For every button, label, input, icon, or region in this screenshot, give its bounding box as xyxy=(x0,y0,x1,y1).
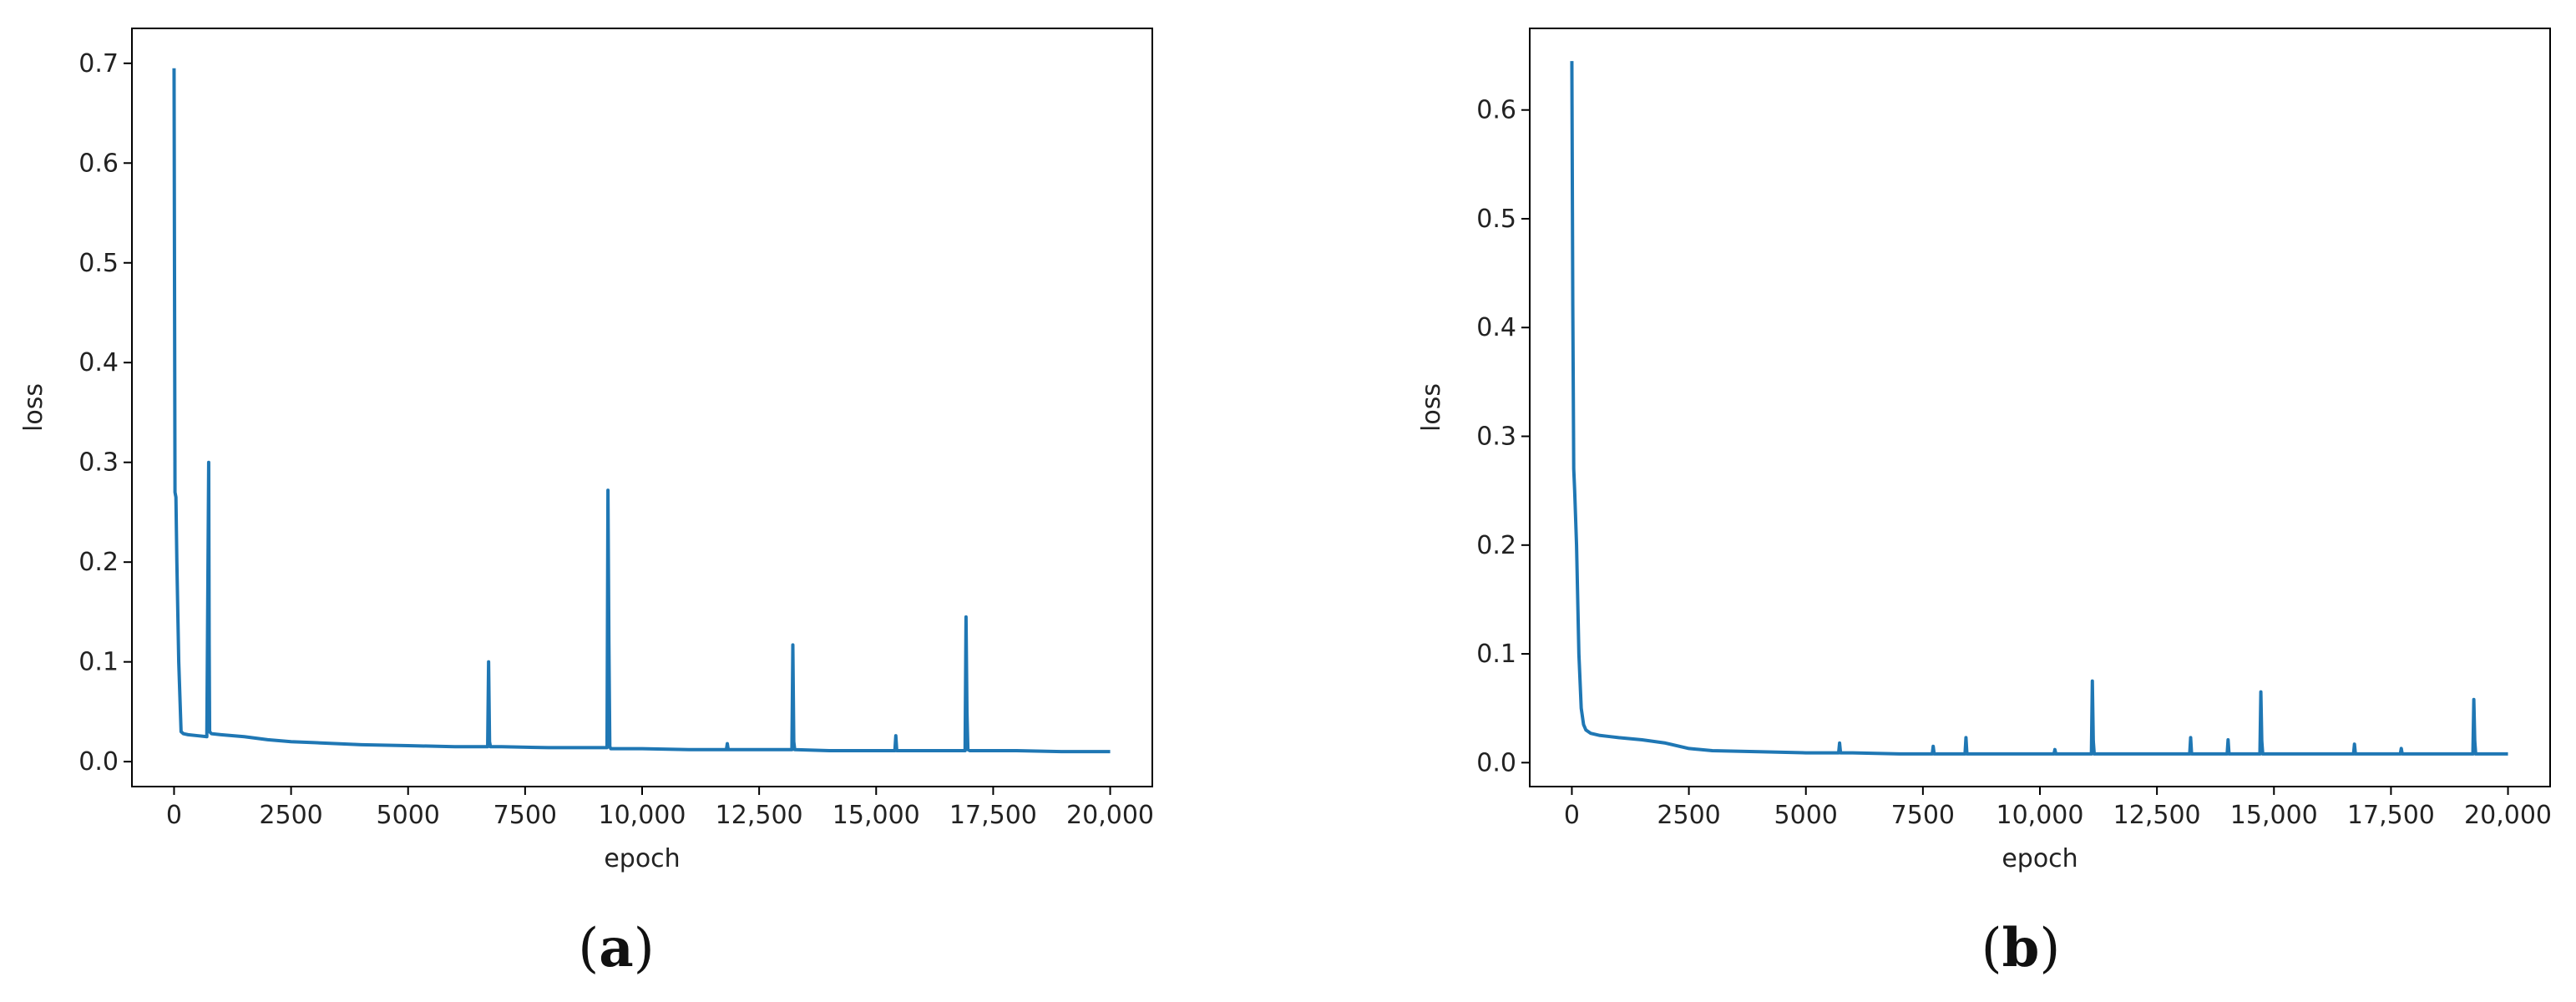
y-tick-label-a-2: 0.2 xyxy=(78,548,119,577)
y-axis-label-a: loss xyxy=(19,383,48,432)
y-tick-label-b-2: 0.2 xyxy=(1476,531,1516,560)
y-tick-label-a-1: 0.1 xyxy=(78,648,119,677)
y-tick-label-b-0: 0.0 xyxy=(1476,748,1516,777)
panel-a-chart: 0 2500 5000 7500 10,000 12,500 15,000 17,500 20,… xyxy=(19,28,1154,873)
x-tick-label-a-1: 2500 xyxy=(259,801,322,830)
panel-caption-b: (b) xyxy=(1981,917,2061,979)
y-tick-label-a-3: 0.3 xyxy=(78,448,119,478)
y-tick-label-a-6: 0.6 xyxy=(78,149,119,178)
x-axis-label-b: epoch xyxy=(2002,844,2078,873)
panel-letter-b: b xyxy=(2002,917,2040,979)
x-tick-label-a-5: 12,500 xyxy=(716,801,803,830)
y-tick-label-b-6: 0.6 xyxy=(1476,96,1516,125)
panel-b-chart: 0 2500 5000 7500 10,000 12,500 15,000 17,500 20,… xyxy=(1417,28,2552,873)
x-tick-label-a-4: 10,000 xyxy=(599,801,686,830)
x-tick-label-b-7: 17,500 xyxy=(2347,801,2435,830)
x-tick-label-b-1: 2500 xyxy=(1657,801,1720,830)
y-tick-label-a-4: 0.4 xyxy=(78,348,119,377)
y-tick-label-b-1: 0.1 xyxy=(1476,640,1516,669)
x-tick-label-b-6: 15,000 xyxy=(2230,801,2318,830)
y-tick-label-a-7: 0.7 xyxy=(78,49,119,78)
x-tick-label-b-5: 12,500 xyxy=(2113,801,2201,830)
axes-frame-a xyxy=(131,28,1153,787)
x-tick-label-b-0: 0 xyxy=(1564,801,1580,830)
x-tick-label-b-8: 20,000 xyxy=(2464,801,2552,830)
y-tick-label-b-4: 0.4 xyxy=(1476,313,1516,342)
x-tick-label-b-4: 10,000 xyxy=(1997,801,2084,830)
x-axis-label-a: epoch xyxy=(604,844,680,873)
x-tick-label-a-7: 17,500 xyxy=(949,801,1037,830)
y-tick-label-b-5: 0.5 xyxy=(1476,205,1516,234)
x-tick-label-a-0: 0 xyxy=(166,801,182,830)
x-tick-label-a-8: 20,000 xyxy=(1066,801,1154,830)
y-tick-label-a-0: 0.0 xyxy=(78,747,119,777)
y-tick-label-b-3: 0.3 xyxy=(1476,423,1516,452)
x-tick-label-a-3: 7500 xyxy=(493,801,557,830)
x-tick-label-a-6: 15,000 xyxy=(833,801,920,830)
panel-caption-a: (a) xyxy=(578,917,655,979)
y-axis-label-b: loss xyxy=(1417,383,1446,432)
y-tick-label-a-5: 0.5 xyxy=(78,249,119,278)
axes-frame-b xyxy=(1529,28,2551,787)
loss-series-line-a xyxy=(172,68,1111,754)
x-tick-label-b-2: 5000 xyxy=(1774,801,1838,830)
loss-series-line-b xyxy=(1570,61,2508,756)
x-tick-label-b-3: 7500 xyxy=(1891,801,1955,830)
x-tick-label-a-2: 5000 xyxy=(377,801,440,830)
panel-letter-a: a xyxy=(599,917,634,979)
